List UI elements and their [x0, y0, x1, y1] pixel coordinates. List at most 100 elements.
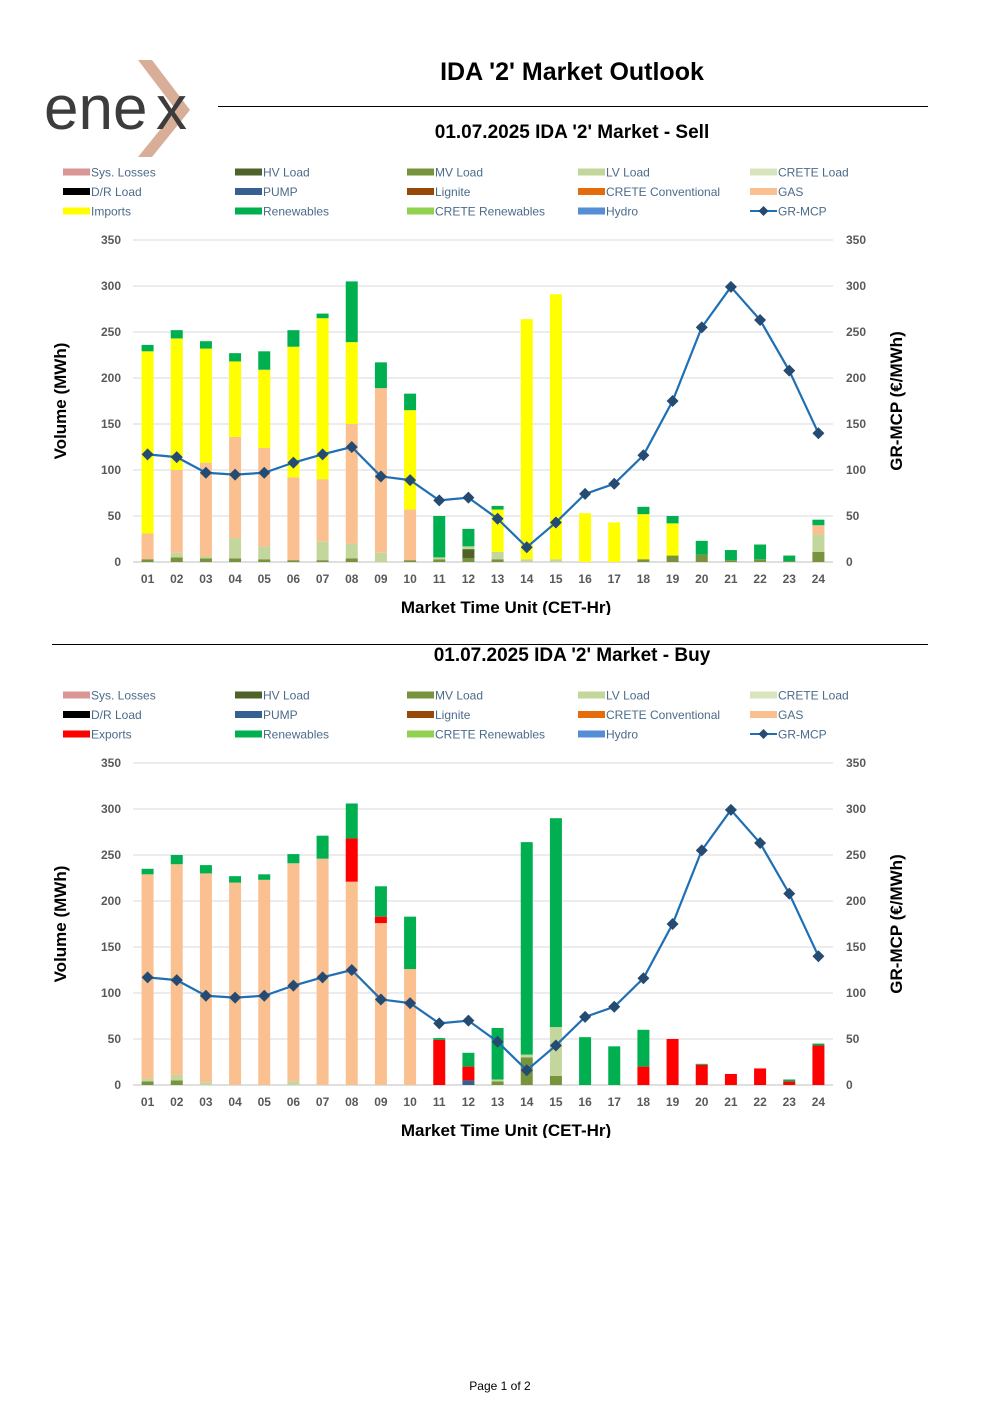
bar-lv-load-08	[345, 543, 358, 559]
x-tick-label: 08	[345, 572, 359, 586]
legend-marker-swatch	[758, 729, 769, 739]
bar-imports-14	[520, 319, 533, 560]
enex-logo: ene x	[44, 60, 190, 157]
legend-swatch	[63, 691, 90, 699]
legend-label: PUMP	[263, 708, 298, 722]
legend-item-d-r-load: D/R Load	[63, 185, 142, 199]
legend-item-crete-renewables: CRETE Renewables	[407, 205, 545, 219]
y2-tick-label: 150	[846, 940, 866, 954]
bar-exports-20	[695, 1064, 708, 1085]
y-tick-label: 0	[114, 1078, 121, 1092]
x-tick-label: 11	[433, 572, 446, 586]
bar-mv-load-08	[345, 558, 358, 562]
y2-tick-label: 100	[846, 463, 866, 477]
bar-renewables-04	[229, 353, 242, 362]
x-axis-title: Market Time Unit (CET-Hr)	[401, 598, 611, 615]
legend-item-crete-load: CRETE Load	[750, 689, 849, 703]
y2-tick-label: 0	[846, 555, 853, 569]
x-tick-label: 03	[199, 572, 213, 586]
chart-title: 01.07.2025 IDA '2' Market - Sell	[435, 122, 709, 143]
x-tick-label: 06	[287, 1095, 301, 1109]
legend-swatch	[63, 168, 90, 176]
x-tick-label: 14	[520, 1095, 534, 1109]
bar-imports-05	[258, 369, 271, 448]
legend-item-sys-losses: Sys. Losses	[63, 689, 156, 703]
section-divider	[52, 644, 928, 645]
bar-gas-01	[141, 533, 154, 560]
y-tick-label: 100	[101, 986, 121, 1000]
legend-swatch	[578, 188, 605, 195]
chart-legend: Sys. Losses HV Load MV Load LV Load CRETE Lo…	[63, 166, 849, 219]
legend-label: D/R Load	[91, 708, 142, 722]
gr-mcp-point-09	[374, 470, 387, 483]
x-tick-label: 10	[403, 572, 417, 586]
bar-mv-load-12	[462, 558, 475, 562]
y-tick-label: 300	[101, 802, 121, 816]
gr-mcp-point-13	[491, 512, 504, 525]
legend-label: Renewables	[263, 205, 329, 219]
legend-marker-swatch	[758, 206, 769, 216]
bar-renewables-07	[316, 835, 329, 859]
legend-label: Renewables	[263, 728, 329, 742]
legend-label: HV Load	[263, 166, 310, 180]
x-tick-label: 24	[812, 1095, 826, 1109]
legend-swatch	[750, 168, 777, 176]
bar-renewables-19	[666, 516, 679, 524]
gr-mcp-point-01	[141, 448, 154, 461]
legend-item-crete-renewables: CRETE Renewables	[407, 728, 545, 742]
legend-label: CRETE Conventional	[606, 185, 720, 199]
bar-imports-01	[141, 351, 154, 534]
legend-item-crete-load: CRETE Load	[750, 166, 849, 180]
y-tick-label: 50	[108, 509, 122, 523]
bar-gas-06	[287, 477, 300, 561]
gr-mcp-point-05	[258, 466, 271, 479]
x-tick-label: 04	[228, 1095, 242, 1109]
bar-gas-08	[345, 424, 358, 544]
bar-imports-04	[229, 361, 242, 437]
gridlines	[133, 762, 833, 1040]
x-tick-label: 22	[753, 1095, 767, 1109]
x-tick-label: 02	[170, 572, 184, 586]
x-tick-label: 15	[549, 572, 563, 586]
y2-tick-label: 200	[846, 894, 866, 908]
buy-chart-svg: 01.07.2025 IDA '2' Market - Buy Sys. Loss…	[51, 645, 906, 1138]
x-tick-label: 09	[374, 572, 388, 586]
bar-exports-24	[812, 1045, 825, 1085]
legend-label: PUMP	[263, 185, 298, 199]
bar-gas-04	[229, 436, 242, 539]
legend-item-lignite: Lignite	[407, 185, 471, 199]
legend-label: GAS	[778, 708, 803, 722]
x-tick-label: 11	[433, 1095, 446, 1109]
legend-item-gr-mcp: GR-MCP	[750, 728, 827, 742]
bar-renewables-21	[724, 550, 737, 561]
legend-swatch	[63, 207, 90, 215]
legend-swatch	[407, 730, 434, 738]
bar-renewables-08	[345, 281, 358, 343]
x-tick-label: 16	[578, 572, 592, 586]
legend-swatch	[235, 711, 262, 718]
bar-renewables-24	[812, 1043, 825, 1046]
bar-gas-07	[316, 479, 329, 542]
x-tick-label: 05	[258, 572, 272, 586]
gr-mcp-point-05	[258, 989, 271, 1002]
gr-mcp-point-10	[404, 997, 417, 1010]
gr-mcp-point-04	[229, 468, 242, 481]
legend-item-pump: PUMP	[235, 708, 298, 722]
bar-gas-02	[170, 470, 183, 553]
logo-x-arm: x	[156, 74, 187, 143]
header-divider	[218, 106, 928, 107]
bar-renewables-20	[695, 540, 708, 555]
bar-renewables-03	[199, 865, 212, 874]
chart-legend: Sys. Losses HV Load MV Load LV Load CRETE Lo…	[63, 689, 849, 742]
legend-swatch	[407, 207, 434, 215]
bar-renewables-12	[462, 1052, 475, 1067]
bar-lv-load-14	[520, 1054, 533, 1058]
y-tick-label: 300	[101, 279, 121, 293]
x-tick-label: 17	[608, 1095, 622, 1109]
gr-mcp-point-17	[608, 1000, 621, 1013]
legend-label: CRETE Renewables	[435, 728, 545, 742]
legend-item-mv-load: MV Load	[407, 689, 483, 703]
gr-mcp-point-01	[141, 971, 154, 984]
bar-imports-15	[549, 294, 562, 560]
y-tick-label: 350	[101, 233, 121, 247]
